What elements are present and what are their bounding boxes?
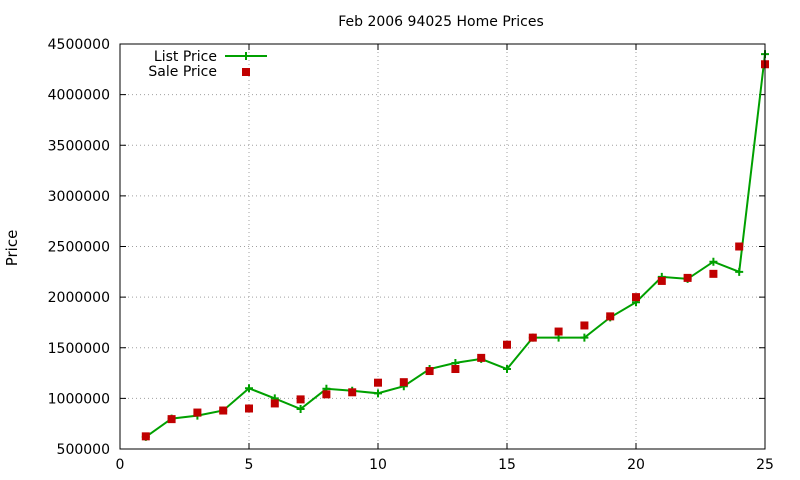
sale-price-point <box>245 404 253 413</box>
list-price-point <box>296 405 305 414</box>
legend-symbol-sale-price <box>242 68 250 76</box>
x-tick-label: 0 <box>116 457 125 473</box>
legend-label-list-price: List Price <box>154 49 217 65</box>
legend-label-sale-price: Sale Price <box>148 64 217 80</box>
x-tick-labels: 0 5 10 15 20 25 <box>116 457 774 473</box>
y-tick-label: 4000000 <box>48 88 110 104</box>
y-tick-labels: 500000 1000000 1500000 2000000 2500000 300000… <box>48 37 110 458</box>
list-price-point <box>580 333 589 342</box>
y-tick-label: 2000000 <box>48 290 110 306</box>
sale-price-point <box>477 353 486 362</box>
list-price-point <box>503 365 511 374</box>
list-price-line <box>145 53 766 438</box>
sale-price-point <box>348 388 357 397</box>
data-series <box>141 50 769 441</box>
sale-price-point <box>141 432 150 441</box>
x-tick-label: 15 <box>498 457 516 473</box>
x-tick-label: 25 <box>756 457 774 473</box>
grid-lines <box>120 44 765 449</box>
series-sale-price <box>141 60 769 441</box>
sale-price-point <box>632 293 640 302</box>
x-tick-label: 5 <box>245 457 254 473</box>
sale-price-point <box>425 367 434 376</box>
series-list-price <box>141 50 769 441</box>
sale-price-point <box>554 327 563 336</box>
plot-frame <box>119 43 766 450</box>
sale-price-point <box>296 395 305 404</box>
y-tick-label: 2500000 <box>48 240 110 256</box>
sale-price-point <box>735 242 744 251</box>
y-tick-label: 1000000 <box>48 391 110 407</box>
y-tick-label: 1500000 <box>48 341 110 357</box>
list-price-point <box>374 389 382 398</box>
sale-price-point <box>270 399 279 408</box>
sale-price-point <box>322 390 331 399</box>
list-price-point <box>245 384 253 393</box>
sale-price-point <box>606 312 615 321</box>
sale-price-point <box>451 365 460 374</box>
sale-price-point <box>219 406 228 415</box>
sale-price-point <box>709 269 718 278</box>
x-tick-label: 10 <box>369 457 387 473</box>
sale-price-point <box>528 333 537 342</box>
y-tick-label: 4500000 <box>48 37 110 53</box>
sale-price-point <box>503 340 511 349</box>
sale-price-point <box>657 276 666 285</box>
sale-price-point <box>167 415 176 424</box>
sale-price-point <box>374 378 382 387</box>
sale-price-point <box>683 273 692 282</box>
legend-marker-list-price <box>242 52 250 60</box>
list-price-point <box>735 267 744 276</box>
sale-price-point <box>399 378 408 387</box>
y-tick-label: 3000000 <box>48 189 110 205</box>
sale-price-point <box>193 408 202 417</box>
y-axis-label: Price <box>3 230 21 267</box>
y-tick-label: 500000 <box>57 442 110 458</box>
y-tick-label: 3500000 <box>48 138 110 154</box>
x-tick-label: 20 <box>627 457 645 473</box>
sale-price-point <box>580 321 589 330</box>
legend: List Price Sale Price <box>148 49 267 80</box>
chart-title: Feb 2006 94025 Home Prices <box>338 14 544 30</box>
list-price-point <box>709 257 718 266</box>
